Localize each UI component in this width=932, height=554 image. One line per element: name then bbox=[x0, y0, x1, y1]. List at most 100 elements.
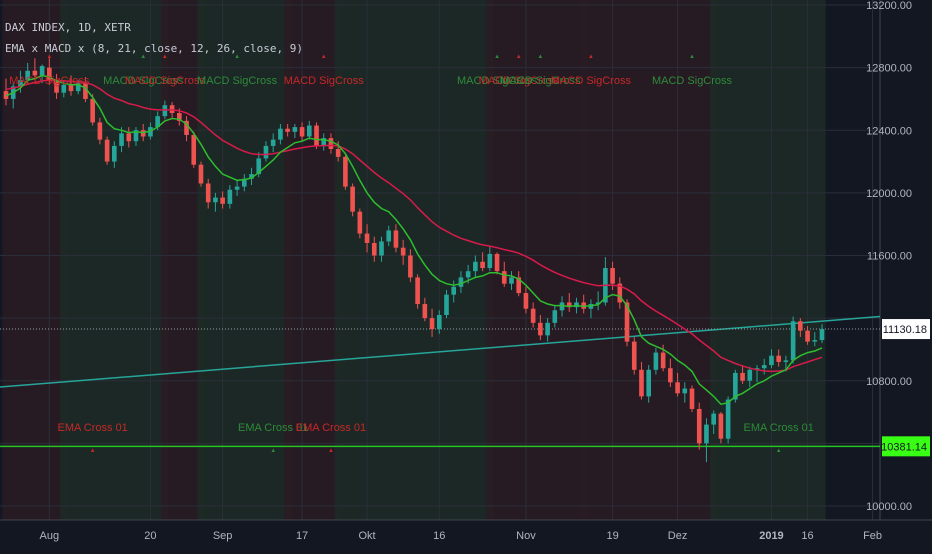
signal-zone bbox=[486, 0, 588, 520]
macd-signal-marker: ▲ bbox=[494, 54, 500, 60]
candle-body bbox=[249, 174, 254, 179]
macd-signal-label: MACD SigCross bbox=[197, 75, 278, 87]
candle-body bbox=[436, 314, 442, 330]
candle-body bbox=[299, 127, 305, 137]
candle-body bbox=[220, 197, 225, 204]
candle-body bbox=[559, 302, 565, 311]
candle-body bbox=[415, 277, 420, 305]
y-tick-label: 13200.00 bbox=[866, 0, 912, 12]
candle-body bbox=[90, 98, 95, 123]
y-tick-label: 12400.00 bbox=[866, 125, 912, 137]
candle-body bbox=[740, 372, 745, 381]
candle-body bbox=[458, 277, 464, 287]
support-price-tag bbox=[882, 436, 930, 457]
ema-cross-label: EMA Cross 01 bbox=[57, 422, 127, 434]
candle-body bbox=[119, 133, 124, 146]
candle-body bbox=[718, 413, 724, 439]
x-tick-label: 2019 bbox=[759, 530, 783, 542]
candle-body bbox=[39, 66, 45, 76]
y-tick-label: 12800.00 bbox=[866, 63, 912, 75]
macd-signal-label: MACD SigCross bbox=[500, 75, 581, 87]
signal-zone bbox=[580, 0, 718, 520]
support-price-label: 10381.14 bbox=[881, 441, 927, 453]
candle-body bbox=[191, 134, 197, 165]
candle-body bbox=[364, 233, 370, 243]
macd-signal-label: MACD SigCross bbox=[125, 75, 206, 87]
candle-body bbox=[371, 242, 377, 256]
candle-body bbox=[725, 399, 731, 439]
candle-body bbox=[776, 355, 781, 362]
macd-signal-label: MACD SigCross bbox=[9, 75, 90, 87]
candle-body bbox=[668, 368, 673, 383]
x-tick-label: Feb bbox=[863, 530, 882, 542]
ema-cross-label: EMA Cross 01 bbox=[744, 422, 814, 434]
macd-signal-marker: ▲ bbox=[46, 54, 52, 60]
candle-body bbox=[162, 105, 168, 117]
candle-body bbox=[509, 277, 514, 284]
candle-body bbox=[379, 241, 384, 256]
candle-body bbox=[285, 128, 290, 132]
x-tick-label: Okt bbox=[358, 530, 375, 542]
signal-zone bbox=[334, 0, 494, 520]
candle-body bbox=[631, 341, 637, 370]
candle-body bbox=[790, 321, 796, 361]
candle-body bbox=[704, 424, 709, 444]
candle-body bbox=[696, 408, 702, 444]
macd-signal-label: MACD SigCross bbox=[551, 75, 632, 87]
ema-cross-label: EMA Cross 01 bbox=[296, 422, 366, 434]
candle-body bbox=[25, 70, 30, 81]
candle-body bbox=[32, 70, 38, 76]
last-price-tag bbox=[882, 319, 930, 340]
candle-body bbox=[198, 164, 204, 184]
candle-body bbox=[747, 369, 753, 381]
ema-cross-label: EMA Cross 01 bbox=[238, 422, 308, 434]
candle-body bbox=[516, 277, 522, 294]
candle-body bbox=[805, 330, 810, 342]
macd-signal-marker: ▲ bbox=[234, 54, 240, 60]
x-tick-label: 16 bbox=[433, 530, 445, 542]
x-tick-label: 20 bbox=[144, 530, 156, 542]
candle-body bbox=[112, 145, 117, 162]
candle-body bbox=[97, 122, 103, 140]
macd-signal-label: MACD SigCross bbox=[103, 75, 184, 87]
candle-body bbox=[660, 352, 666, 369]
indicator-legend: EMA x MACD x (8, 21, close, 12, 26, clos… bbox=[5, 42, 304, 55]
candle-body bbox=[581, 302, 587, 309]
candle-body bbox=[624, 302, 630, 342]
x-tick-label: Nov bbox=[516, 530, 536, 542]
candle-body bbox=[595, 302, 601, 305]
candle-body bbox=[610, 268, 615, 284]
macd-signal-marker: ▲ bbox=[140, 54, 146, 60]
ema-cross-marker: ▲ bbox=[270, 448, 276, 454]
signal-zone bbox=[284, 0, 342, 520]
trendline bbox=[0, 315, 881, 388]
candle-body bbox=[451, 286, 457, 295]
candle-body bbox=[61, 84, 67, 93]
candle-body bbox=[798, 321, 803, 331]
candle-body bbox=[335, 149, 341, 157]
macd-signal-marker: ▲ bbox=[537, 54, 543, 60]
candle-body bbox=[306, 125, 312, 137]
y-tick-label: 10000.00 bbox=[866, 501, 912, 513]
candle-body bbox=[270, 139, 276, 146]
candle-body bbox=[184, 120, 189, 135]
macd-signal-marker: ▲ bbox=[321, 54, 327, 60]
macd-signal-label: MACD SigCross bbox=[457, 75, 538, 87]
ema-fast-line bbox=[5, 74, 823, 406]
candle-body bbox=[711, 413, 716, 425]
candle-body bbox=[566, 302, 572, 308]
candle-body bbox=[480, 261, 485, 269]
candle-body bbox=[75, 83, 81, 92]
candle-body bbox=[47, 67, 52, 81]
last-price-label: 11130.18 bbox=[883, 324, 927, 336]
candle-body bbox=[494, 253, 500, 272]
candle-body bbox=[234, 186, 240, 190]
candle-body bbox=[18, 80, 23, 87]
candle-body bbox=[205, 183, 211, 203]
candle-body bbox=[256, 158, 262, 175]
x-tick-label: Dez bbox=[668, 530, 688, 542]
candle-body bbox=[263, 145, 269, 159]
macd-signal-marker: ▲ bbox=[588, 54, 594, 60]
